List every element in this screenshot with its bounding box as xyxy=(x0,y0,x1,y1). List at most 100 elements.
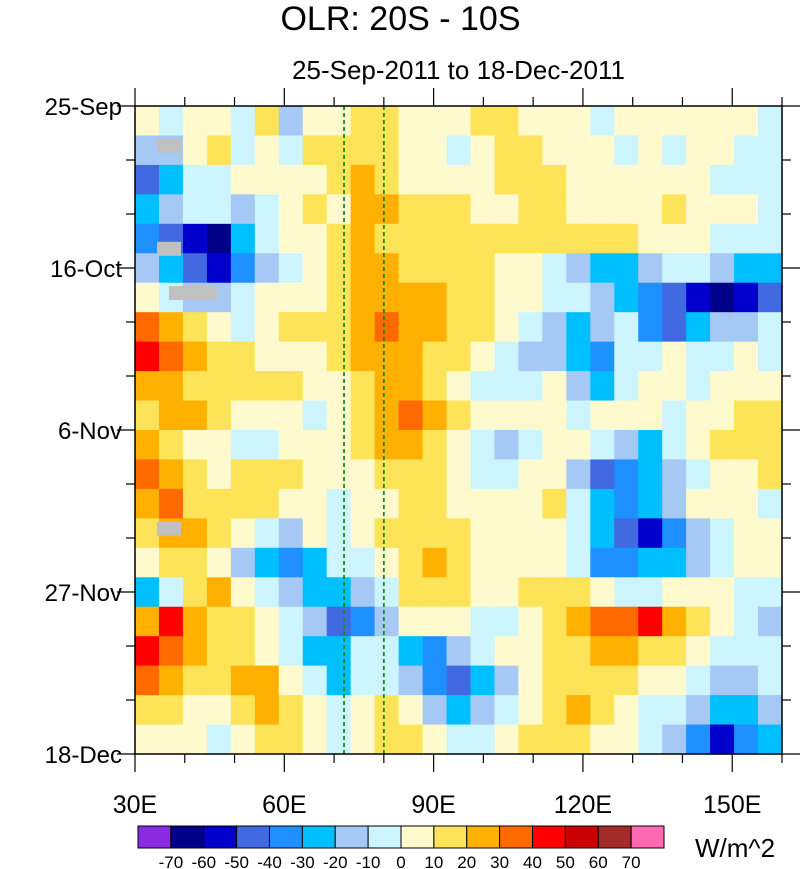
heatmap-cell xyxy=(374,606,400,637)
heatmap-cell xyxy=(278,253,304,284)
heatmap-cell xyxy=(158,400,184,431)
heatmap-cell xyxy=(374,135,400,166)
heatmap-cell xyxy=(686,606,711,637)
colorbar-box xyxy=(170,825,205,849)
colorbar-label: 50 xyxy=(556,853,575,869)
heatmap-cell xyxy=(326,488,352,519)
heatmap-cell xyxy=(734,518,759,549)
heatmap-cell xyxy=(662,547,687,578)
heatmap-cell xyxy=(710,430,735,461)
heatmap-cell xyxy=(518,400,543,431)
heatmap-cell xyxy=(638,547,663,578)
heatmap-cell xyxy=(710,341,735,372)
heatmap-cell xyxy=(542,724,567,755)
heatmap-cell xyxy=(638,312,663,343)
heatmap-cell xyxy=(758,430,783,461)
heatmap-cell xyxy=(398,606,424,637)
heatmap-cell xyxy=(710,371,735,402)
heatmap-cell xyxy=(758,106,783,137)
heatmap-cell xyxy=(278,488,304,519)
heatmap-cell xyxy=(254,606,280,637)
heatmap-cell xyxy=(662,135,687,166)
heatmap-cell xyxy=(734,695,759,726)
heatmap-cell xyxy=(662,371,687,402)
heatmap-cell xyxy=(638,194,663,225)
colorbar-label: 10 xyxy=(424,853,443,869)
heatmap-cell xyxy=(254,724,280,755)
colorbar-label: -50 xyxy=(224,853,249,869)
heatmap-cell xyxy=(734,606,759,637)
heatmap-cell xyxy=(398,636,424,667)
colorbar-label: -40 xyxy=(257,853,282,869)
heatmap-cell xyxy=(686,253,711,284)
heatmap-cell xyxy=(638,371,663,402)
heatmap-cell xyxy=(326,430,352,461)
heatmap-cell xyxy=(158,665,184,696)
heatmap-cell xyxy=(542,164,567,195)
heatmap-cell xyxy=(254,135,280,166)
colorbar: -70 -60 -50 -40 -30 -20 -10 0 10 20 30 40 50 60 70 W/m^… xyxy=(137,825,775,869)
heatmap-cell xyxy=(230,106,256,137)
heatmap-cell xyxy=(638,636,663,667)
heatmap-cell xyxy=(686,282,711,313)
heatmap-cell xyxy=(662,459,687,490)
heatmap-cell xyxy=(135,459,160,490)
heatmap-cell xyxy=(758,400,783,431)
heatmap-cell xyxy=(302,724,328,755)
heatmap-cell xyxy=(590,371,615,402)
heatmap-cell xyxy=(710,547,735,578)
colorbar-box xyxy=(301,825,336,849)
heatmap-cell xyxy=(230,459,256,490)
heatmap-cell xyxy=(278,371,304,402)
heatmap-cell xyxy=(206,164,232,195)
heatmap-cell xyxy=(686,194,711,225)
heatmap-cell xyxy=(254,665,280,696)
heatmap-cell xyxy=(374,253,400,284)
heatmap-cell xyxy=(590,459,615,490)
heatmap-cell xyxy=(158,106,184,137)
heatmap-cell xyxy=(278,430,304,461)
heatmap-cell xyxy=(518,695,543,726)
heatmap-cell xyxy=(542,194,567,225)
heatmap-cell xyxy=(422,135,448,166)
heatmap-cell xyxy=(566,430,591,461)
heatmap-cell xyxy=(470,282,496,313)
heatmap-cell xyxy=(135,400,160,431)
heatmap-cell xyxy=(614,312,639,343)
colorbar-label: 30 xyxy=(490,853,509,869)
heatmap-cell xyxy=(326,518,352,549)
heatmap-cell xyxy=(614,223,639,254)
heatmap-cell xyxy=(278,106,304,137)
heatmap-cell xyxy=(158,577,184,608)
heatmap-cell xyxy=(494,135,520,166)
heatmap-cell xyxy=(494,194,520,225)
heatmap-cell xyxy=(158,430,184,461)
heatmap-cell xyxy=(470,636,496,667)
heatmap-cell xyxy=(422,371,448,402)
y-tick-label: 6-Nov xyxy=(58,418,122,445)
heatmap-cell xyxy=(494,577,520,608)
heatmap-cell xyxy=(590,606,615,637)
heatmap-cell xyxy=(638,724,663,755)
heatmap-cell xyxy=(374,282,400,313)
heatmap-cell xyxy=(326,577,352,608)
heatmap-cell xyxy=(135,488,160,519)
heatmap-cell xyxy=(135,223,160,254)
heatmap-cell xyxy=(422,194,448,225)
heatmap-cell xyxy=(302,164,328,195)
heatmap-cell xyxy=(446,430,472,461)
heatmap-cell xyxy=(518,282,543,313)
heatmap-cell xyxy=(398,371,424,402)
heatmap-cell xyxy=(566,253,591,284)
heatmap-cell xyxy=(686,341,711,372)
heatmap-cell xyxy=(182,488,208,519)
heatmap-cell xyxy=(590,282,615,313)
heatmap-cell xyxy=(686,430,711,461)
heatmap-cell xyxy=(662,577,687,608)
heatmap-cell xyxy=(494,665,520,696)
heatmap-cell xyxy=(446,488,472,519)
heatmap-cell xyxy=(638,577,663,608)
heatmap-cell xyxy=(278,223,304,254)
heatmap-cell xyxy=(590,488,615,519)
heatmap-cell xyxy=(374,547,400,578)
